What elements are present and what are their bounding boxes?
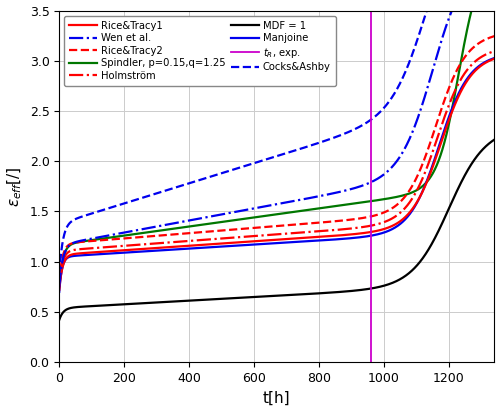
Rice&Tracy2 bbox=[223, 228, 229, 233]
MDF = 1 bbox=[436, 227, 442, 232]
MDF = 1 bbox=[132, 301, 138, 306]
Spindler, p=0.15,q=1.25 bbox=[56, 284, 62, 289]
X-axis label: t[h]: t[h] bbox=[263, 390, 290, 405]
$t_R$, exp. bbox=[368, 259, 374, 264]
Wen et al. bbox=[278, 201, 284, 206]
Wen et al. bbox=[433, 56, 439, 61]
Manjoine bbox=[242, 243, 248, 248]
Manjoine bbox=[483, 59, 489, 64]
Wen et al. bbox=[192, 217, 198, 222]
Spindler, p=0.15,q=1.25 bbox=[268, 213, 274, 218]
MDF = 1 bbox=[483, 144, 489, 149]
Spindler, p=0.15,q=1.25 bbox=[427, 175, 433, 180]
Wen et al. bbox=[57, 275, 63, 280]
Holmström bbox=[242, 234, 248, 239]
Rice&Tracy1 bbox=[483, 60, 489, 65]
Rice&Tracy1 bbox=[242, 240, 248, 245]
Manjoine bbox=[132, 249, 138, 254]
Holmström bbox=[106, 245, 112, 249]
Cocks&Ashby bbox=[192, 179, 198, 184]
Manjoine bbox=[223, 244, 229, 249]
Cocks&Ashby bbox=[56, 271, 62, 276]
Rice&Tracy1 bbox=[106, 249, 112, 254]
Manjoine bbox=[56, 289, 62, 294]
Rice&Tracy2 bbox=[242, 226, 248, 231]
$t_R$, exp. bbox=[368, 360, 374, 365]
Rice&Tracy1 bbox=[223, 241, 229, 246]
Rice&Tracy2 bbox=[56, 279, 62, 284]
Line: Holmström: Holmström bbox=[59, 51, 494, 286]
Line: Rice&Tracy2: Rice&Tracy2 bbox=[59, 36, 494, 282]
Legend: Rice&Tracy1, Wen et al., Rice&Tracy2, Spindler, p=0.15,q=1.25, Holmström, MDF = : Rice&Tracy1, Wen et al., Rice&Tracy2, Sp… bbox=[64, 16, 336, 85]
Spindler, p=0.15,q=1.25 bbox=[468, 9, 474, 14]
Holmström bbox=[56, 283, 62, 288]
Rice&Tracy2 bbox=[132, 235, 138, 240]
Line: MDF = 1: MDF = 1 bbox=[59, 140, 494, 320]
Line: Spindler, p=0.15,q=1.25: Spindler, p=0.15,q=1.25 bbox=[59, 11, 472, 287]
MDF = 1 bbox=[223, 296, 229, 301]
Holmström bbox=[483, 52, 489, 57]
Line: Cocks&Ashby: Cocks&Ashby bbox=[59, 11, 426, 274]
Rice&Tracy1 bbox=[132, 247, 138, 252]
Wen et al. bbox=[449, 8, 455, 13]
Cocks&Ashby bbox=[318, 140, 324, 145]
Cocks&Ashby bbox=[315, 141, 321, 145]
Spindler, p=0.15,q=1.25 bbox=[222, 219, 228, 224]
Wen et al. bbox=[56, 284, 62, 289]
Spindler, p=0.15,q=1.25 bbox=[384, 196, 390, 201]
Holmström bbox=[436, 131, 442, 136]
Spindler, p=0.15,q=1.25 bbox=[402, 192, 408, 197]
Spindler, p=0.15,q=1.25 bbox=[436, 156, 442, 161]
Manjoine bbox=[436, 143, 442, 148]
Rice&Tracy2 bbox=[436, 114, 442, 119]
Holmström bbox=[132, 242, 138, 247]
Holmström bbox=[223, 236, 229, 241]
Wen et al. bbox=[440, 32, 446, 37]
Rice&Tracy2 bbox=[483, 37, 489, 42]
Manjoine bbox=[106, 251, 112, 256]
Manjoine bbox=[492, 55, 498, 60]
Line: Rice&Tracy1: Rice&Tracy1 bbox=[59, 59, 494, 290]
Cocks&Ashby bbox=[93, 210, 99, 215]
Wen et al. bbox=[96, 235, 102, 240]
Cocks&Ashby bbox=[424, 8, 430, 13]
Rice&Tracy2 bbox=[106, 237, 112, 242]
MDF = 1 bbox=[492, 137, 498, 142]
Rice&Tracy1 bbox=[436, 146, 442, 151]
Y-axis label: $\epsilon_{eff}$[/]: $\epsilon_{eff}$[/] bbox=[6, 166, 24, 207]
Rice&Tracy1 bbox=[56, 287, 62, 292]
Cocks&Ashby bbox=[101, 207, 107, 212]
Rice&Tracy1 bbox=[492, 56, 498, 61]
Rice&Tracy2 bbox=[492, 34, 498, 39]
MDF = 1 bbox=[106, 302, 112, 307]
MDF = 1 bbox=[56, 318, 62, 323]
Line: Wen et al.: Wen et al. bbox=[59, 11, 452, 287]
Holmström bbox=[492, 48, 498, 53]
Cocks&Ashby bbox=[78, 215, 84, 219]
Line: Manjoine: Manjoine bbox=[59, 58, 494, 292]
MDF = 1 bbox=[242, 295, 248, 300]
